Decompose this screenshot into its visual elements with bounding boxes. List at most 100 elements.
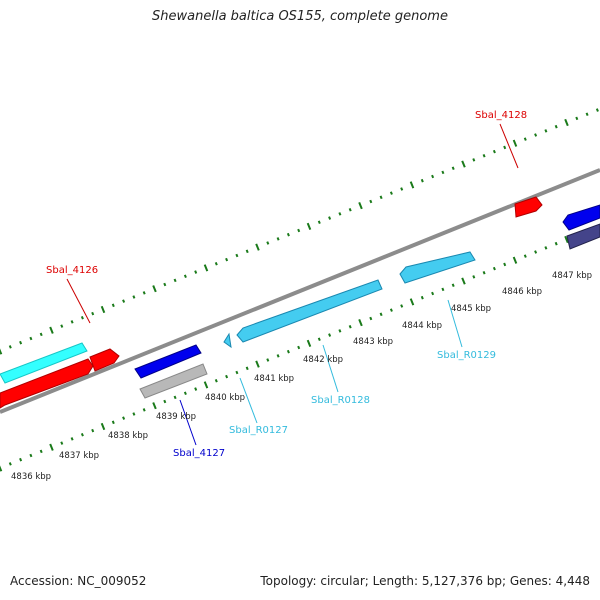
minor-tick (245, 366, 249, 371)
minor-tick (80, 316, 84, 320)
minor-tick (338, 329, 342, 333)
minor-tick (544, 129, 548, 133)
minor-tick (297, 345, 301, 350)
minor-tick (70, 437, 74, 441)
gene-navy-right-feature[interactable] (566, 223, 600, 250)
minor-tick (39, 332, 43, 337)
minor-tick (369, 316, 373, 321)
gene-label-sbal-4128[interactable]: Sbal_4128 (475, 110, 527, 121)
gene-sbal-r0127-feature[interactable] (223, 332, 232, 349)
gene-red-small-feature[interactable] (89, 348, 120, 372)
gene-label-sbal-4126[interactable]: Sbal_4126 (46, 265, 98, 276)
major-tick (152, 402, 157, 410)
minor-tick (8, 462, 12, 466)
minor-tick (29, 453, 33, 458)
minor-tick (472, 275, 476, 279)
major-tick (255, 360, 260, 368)
scale-label: 4844 kbp (402, 321, 442, 331)
major-tick (306, 339, 312, 347)
minor-tick (328, 216, 332, 220)
minor-tick (111, 420, 115, 425)
minor-tick (91, 311, 95, 316)
minor-tick (338, 212, 342, 216)
leader-sbal-r0127 (239, 377, 258, 424)
accession-text: Accession: NC_009052 (10, 574, 147, 588)
minor-tick (111, 303, 115, 308)
minor-tick (214, 262, 218, 266)
scale-label: 4845 kbp (451, 304, 491, 314)
minor-tick (183, 274, 187, 278)
major-tick (0, 465, 3, 472)
minor-tick (348, 207, 352, 212)
minor-tick (554, 241, 558, 246)
minor-tick (19, 457, 23, 462)
minor-tick (389, 191, 393, 195)
gene-sbal-4126-feature[interactable] (0, 358, 94, 409)
major-tick (409, 298, 415, 306)
scale-label: 4842 kbp (303, 355, 343, 365)
scale-label: 4843 kbp (353, 337, 393, 347)
leader-sbal-r0128 (322, 344, 339, 393)
gene-sbal-4127-feature[interactable] (134, 344, 202, 379)
gene-blue-right-feature[interactable] (562, 204, 600, 231)
gene-label-sbal-r0127[interactable]: Sbal_R0127 (229, 425, 288, 436)
minor-tick (317, 220, 321, 224)
upper-tick-track (0, 108, 599, 355)
minor-tick (91, 428, 95, 433)
major-tick (0, 348, 3, 355)
minor-tick (503, 145, 507, 150)
gene-gray-feature[interactable] (139, 363, 208, 399)
minor-tick (132, 412, 136, 416)
scale-label: 4837 kbp (59, 451, 99, 461)
minor-tick (122, 299, 126, 303)
gene-sbal-4128-feature[interactable] (514, 196, 543, 218)
minor-tick (194, 270, 198, 274)
minor-tick (523, 137, 527, 141)
major-tick (49, 443, 54, 451)
minor-tick (132, 295, 136, 299)
minor-tick (173, 395, 177, 400)
major-tick (564, 235, 569, 244)
gene-label-sbal-r0128[interactable]: Sbal_R0128 (311, 395, 370, 406)
gene-label-sbal-r0129[interactable]: Sbal_R0129 (437, 350, 496, 361)
gene-sbal-4126-cyan-feature[interactable] (0, 342, 88, 384)
leader-sbal-4126 (66, 278, 91, 324)
minor-tick (39, 449, 43, 454)
minor-tick (492, 149, 496, 154)
minor-tick (297, 228, 301, 233)
major-tick (152, 285, 157, 293)
major-tick (564, 118, 569, 127)
minor-tick (60, 324, 64, 328)
minor-tick (163, 282, 167, 287)
gene-sbal-r0129-feature[interactable] (399, 251, 476, 284)
minor-tick (235, 253, 239, 258)
minor-tick (585, 112, 589, 116)
gene-sbal-r0128-feature[interactable] (236, 279, 383, 343)
scale-label: 4841 kbp (254, 374, 294, 384)
minor-tick (142, 408, 146, 412)
minor-tick (214, 379, 218, 383)
minor-tick (379, 312, 383, 317)
minor-tick (80, 433, 84, 437)
major-tick (409, 181, 415, 189)
map-title: Shewanella baltica OS155, complete genom… (152, 9, 448, 24)
leader-sbal-4128 (499, 123, 519, 169)
minor-tick (225, 257, 229, 262)
minor-tick (389, 308, 393, 312)
minor-tick (400, 187, 404, 191)
scale-label: 4846 kbp (502, 287, 542, 297)
gene-label-sbal-4127[interactable]: Sbal_4127 (173, 448, 225, 459)
minor-tick (142, 291, 146, 295)
major-tick (203, 264, 209, 272)
leader-sbal-r0129 (447, 299, 463, 348)
minor-tick (122, 416, 126, 420)
leader-sbal-4127 (179, 399, 197, 446)
genome-summary-text: Topology: circular; Length: 5,127,376 bp… (260, 574, 590, 588)
scale-label: 4836 kbp (11, 472, 51, 482)
minor-tick (194, 387, 198, 391)
minor-tick (266, 241, 270, 245)
minor-tick (441, 287, 445, 292)
minor-tick (29, 336, 33, 341)
minor-tick (400, 304, 404, 308)
scale-label: 4838 kbp (108, 431, 148, 441)
